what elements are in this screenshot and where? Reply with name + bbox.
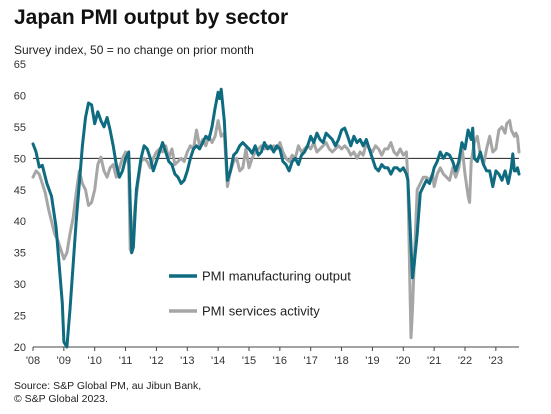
y-tick-label: 25 bbox=[14, 311, 26, 323]
y-tick-label: 45 bbox=[14, 185, 26, 197]
y-tick-label: 35 bbox=[14, 248, 26, 260]
y-tick-label: 40 bbox=[14, 216, 26, 228]
y-tick-label: 30 bbox=[14, 279, 26, 291]
x-tick-label: '22 bbox=[458, 355, 472, 367]
x-tick-label: '12 bbox=[149, 355, 163, 367]
x-tick-label: '17 bbox=[304, 355, 318, 367]
x-tick-label: '16 bbox=[273, 355, 287, 367]
x-tick-label: '21 bbox=[427, 355, 441, 367]
chart-title: Japan PMI output by sector bbox=[14, 6, 289, 29]
copyright-line: © S&P Global 2023. bbox=[14, 393, 108, 405]
x-tick-label: '15 bbox=[242, 355, 256, 367]
y-axis: 20 25 30 35 40 45 50 55 60 65 bbox=[14, 59, 26, 354]
x-tick-label: '23 bbox=[489, 355, 503, 367]
y-tick-label: 60 bbox=[14, 90, 26, 102]
x-tick-label: '19 bbox=[365, 355, 379, 367]
source-line: Source: S&P Global PM, au Jibun Bank, bbox=[14, 380, 202, 392]
chart-subtitle: Survey index, 50 = no change on prior mo… bbox=[14, 43, 254, 57]
y-tick-label: 55 bbox=[14, 122, 26, 134]
x-tick-label: '14 bbox=[211, 355, 225, 367]
x-tick-label: '13 bbox=[180, 355, 194, 367]
x-tick-label: '08 bbox=[26, 355, 40, 367]
legend: PMI manufacturing output PMI services act… bbox=[169, 269, 351, 319]
x-tick-label: '20 bbox=[396, 355, 410, 367]
x-tick-label: '11 bbox=[119, 355, 133, 367]
series-line-manufacturing bbox=[31, 87, 521, 349]
x-tick-label: '09 bbox=[57, 355, 71, 367]
plot-area bbox=[31, 87, 521, 349]
x-tick-label: '10 bbox=[88, 355, 102, 367]
x-tick-label: '18 bbox=[334, 355, 348, 367]
y-tick-label: 20 bbox=[14, 342, 26, 354]
legend-label: PMI manufacturing output bbox=[202, 269, 351, 284]
source-note: Source: S&P Global PM, au Jibun Bank, © … bbox=[14, 380, 201, 406]
legend-label: PMI services activity bbox=[202, 304, 320, 319]
y-tick-label: 50 bbox=[14, 153, 26, 165]
y-tick-label: 65 bbox=[14, 59, 26, 71]
x-axis: '08 '09 '10 '11 '12 '13 '14 '15 '16 '17 '18 '19 '20 '… bbox=[26, 346, 519, 367]
